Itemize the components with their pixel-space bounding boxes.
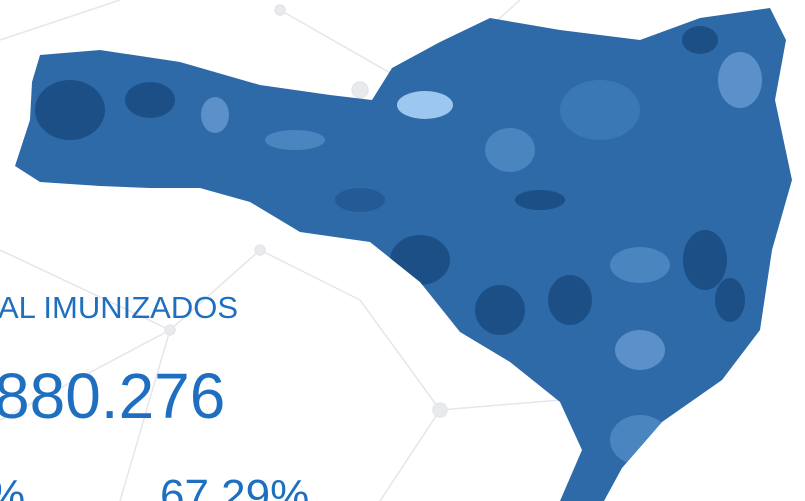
page: AL IMUNIZADOS 880.276 % 67,29% (() => { …: [0, 0, 805, 501]
map-view: AL IMUNIZADOS 880.276 % 67,29%: [0, 0, 805, 501]
right-percent: 67,29%: [160, 471, 309, 501]
left-percent: %: [0, 471, 25, 501]
total-value: 880.276: [0, 360, 225, 432]
total-title: AL IMUNIZADOS: [0, 290, 238, 325]
